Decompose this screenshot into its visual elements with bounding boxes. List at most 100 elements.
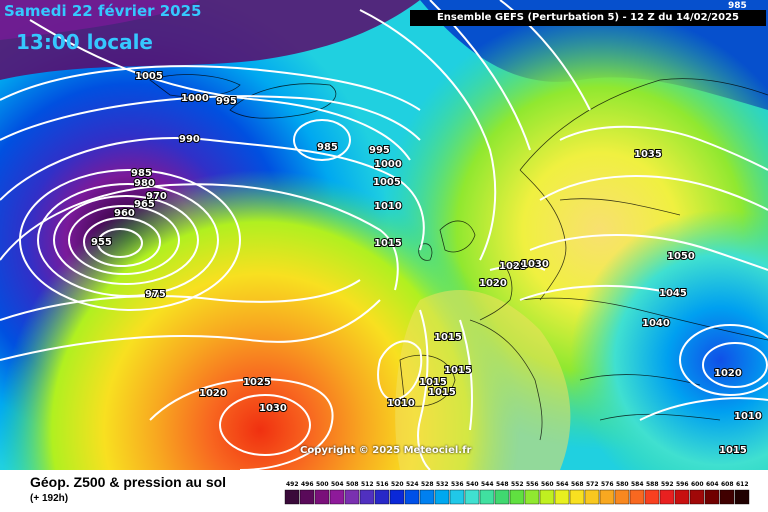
scale-swatch [719, 489, 735, 505]
scale-label: 524 [406, 481, 419, 488]
scale-label: 588 [646, 481, 659, 488]
scale-label: 552 [511, 481, 524, 488]
isobar-label: 1010 [374, 201, 402, 212]
isobar-label: 1010 [387, 398, 415, 409]
scale-label: 508 [346, 481, 359, 488]
scale-label: 504 [331, 481, 344, 488]
scale-swatch [494, 489, 510, 505]
scale-swatch [734, 489, 750, 505]
scale-swatch [344, 489, 360, 505]
scale-swatch [569, 489, 585, 505]
isobar-label: 1020 [199, 388, 227, 399]
isobar-label: 985 [131, 168, 152, 179]
scale-label: 576 [601, 481, 614, 488]
scale-label: 544 [481, 481, 494, 488]
scale-label: 492 [286, 481, 299, 488]
isobar-label: 1000 [181, 93, 209, 104]
isobar-label: 1025 [499, 261, 527, 272]
isobar-label: 1015 [444, 365, 472, 376]
forecast-date: Samedi 22 février 2025 [4, 2, 202, 20]
isobar-label: 965 [134, 199, 155, 210]
scale-swatch [404, 489, 420, 505]
scale-label: 536 [451, 481, 464, 488]
scale-swatch [644, 489, 660, 505]
scale-label: 500 [316, 481, 329, 488]
isobar-label: 1015 [374, 238, 402, 249]
scale-swatch [614, 489, 630, 505]
scale-label: 596 [676, 481, 689, 488]
isobar-label: 1030 [259, 403, 287, 414]
scale-label: 564 [556, 481, 569, 488]
scale-swatch [449, 489, 465, 505]
scale-label: 604 [706, 481, 719, 488]
scale-label: 512 [361, 481, 374, 488]
isobar-label: 970 [146, 191, 167, 202]
isobar-label: 955 [91, 237, 112, 248]
scale-swatch [389, 489, 405, 505]
scale-swatch [659, 489, 675, 505]
scale-label: 580 [616, 481, 629, 488]
lead-time: (+ 192h) [30, 493, 69, 504]
scale-swatch [374, 489, 390, 505]
isobar-label: 960 [114, 208, 135, 219]
scale-label: 568 [571, 481, 584, 488]
isobar-label: 1040 [642, 318, 670, 329]
scale-label: 496 [301, 481, 314, 488]
scale-label: 608 [721, 481, 734, 488]
scale-label: 556 [526, 481, 539, 488]
scale-swatch [329, 489, 345, 505]
isobar-label: 1000 [374, 159, 402, 170]
isobar-label: 975 [145, 289, 166, 300]
weather-map: 1005 1000 995 990 985 995 1000 1005 1010… [0, 0, 768, 470]
run-info: Ensemble GEFS (Perturbation 5) - 12 Z du… [410, 10, 766, 26]
scale-label: 532 [436, 481, 449, 488]
isobar-label: 1015 [428, 387, 456, 398]
isobar-label: 1015 [719, 445, 747, 456]
scale-swatch [284, 489, 300, 505]
isobar-label: 1050 [667, 251, 695, 262]
scale-swatch [524, 489, 540, 505]
scale-label: 592 [661, 481, 674, 488]
scale-swatch [554, 489, 570, 505]
scale-swatch [359, 489, 375, 505]
scale-swatch [464, 489, 480, 505]
scale-swatch [704, 489, 720, 505]
isobar-label: 1025 [243, 377, 271, 388]
isobar-label: 1015 [434, 332, 462, 343]
scale-swatch [539, 489, 555, 505]
isobar-label: 1045 [659, 288, 687, 299]
isobar-label: 990 [179, 134, 200, 145]
isobar-label: 980 [134, 178, 155, 189]
isobar-label: 1005 [135, 71, 163, 82]
isobar-label: 985 [317, 142, 338, 153]
scale-swatch [314, 489, 330, 505]
scale-label: 584 [631, 481, 644, 488]
copyright-text: Copyright © 2025 Meteociel.fr [300, 445, 472, 456]
isobar-label: 1020 [479, 278, 507, 289]
scale-swatch [629, 489, 645, 505]
scale-swatch [479, 489, 495, 505]
scale-swatch [419, 489, 435, 505]
parameter-title: Géop. Z500 & pression au sol [30, 474, 227, 490]
isobar-label: 1035 [634, 149, 662, 160]
isobar-label: 995 [369, 145, 390, 156]
scale-swatch [599, 489, 615, 505]
scale-label: 560 [541, 481, 554, 488]
scale-label: 548 [496, 481, 509, 488]
scale-swatch [584, 489, 600, 505]
isobar-label: 1030 [521, 259, 549, 270]
scale-label: 540 [466, 481, 479, 488]
scale-swatch [674, 489, 690, 505]
scale-label: 516 [376, 481, 389, 488]
isobar-label: 985 [728, 1, 747, 11]
scale-label: 520 [391, 481, 404, 488]
scale-swatch [434, 489, 450, 505]
color-scale-legend: 492 496 500 504 508 512 516 520 524 528 532 536 540 5… [284, 481, 750, 505]
scale-label: 612 [736, 481, 749, 488]
isobar-label: 1010 [734, 411, 762, 422]
isobar-label: 1020 [714, 368, 742, 379]
forecast-local-time: 13:00 locale [16, 30, 153, 54]
scale-label: 572 [586, 481, 599, 488]
scale-swatch [689, 489, 705, 505]
isobar-label: 1005 [373, 177, 401, 188]
